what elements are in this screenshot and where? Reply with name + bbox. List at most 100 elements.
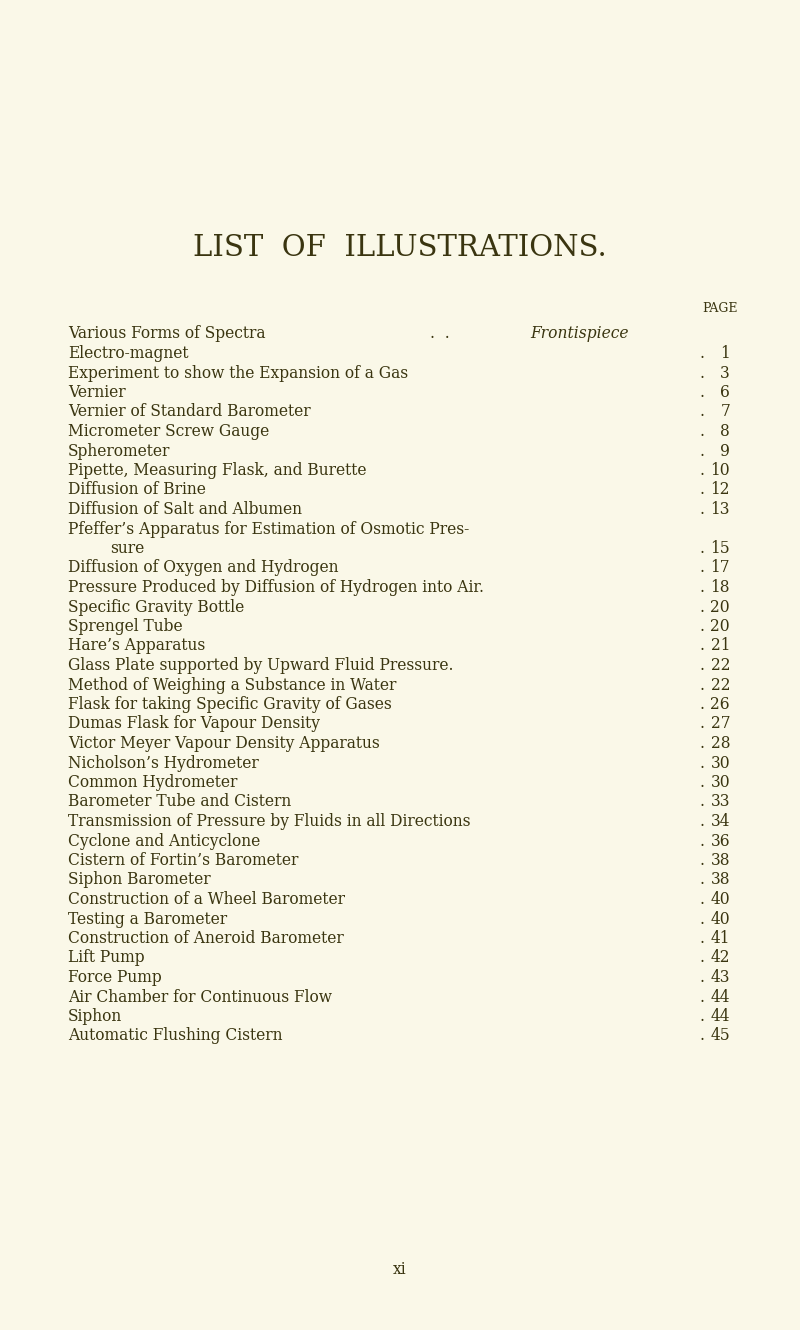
- Text: Glass Plate supported by Upward Fluid Pressure.: Glass Plate supported by Upward Fluid Pr…: [68, 657, 454, 674]
- Text: 1: 1: [720, 344, 730, 362]
- Text: .: .: [700, 930, 710, 947]
- Text: Flask for taking Specific Gravity of Gases: Flask for taking Specific Gravity of Gas…: [68, 696, 392, 713]
- Text: 38: 38: [710, 853, 730, 868]
- Text: 22: 22: [710, 677, 730, 693]
- Text: Frontispiece: Frontispiece: [530, 326, 629, 343]
- Text: .: .: [700, 774, 710, 791]
- Text: .: .: [700, 637, 710, 654]
- Text: 44: 44: [710, 1008, 730, 1025]
- Text: .: .: [700, 891, 710, 908]
- Text: .  .: . .: [430, 326, 450, 343]
- Text: Diffusion of Salt and Albumen: Diffusion of Salt and Albumen: [68, 501, 302, 517]
- Text: Cyclone and Anticyclone: Cyclone and Anticyclone: [68, 833, 260, 850]
- Text: 20: 20: [710, 598, 730, 616]
- Text: .: .: [700, 657, 710, 674]
- Text: 41: 41: [710, 930, 730, 947]
- Text: .: .: [700, 443, 710, 459]
- Text: 43: 43: [710, 970, 730, 986]
- Text: 8: 8: [720, 423, 730, 440]
- Text: .: .: [700, 970, 710, 986]
- Text: Transmission of Pressure by Fluids in all Directions: Transmission of Pressure by Fluids in al…: [68, 813, 470, 830]
- Text: Sprengel Tube: Sprengel Tube: [68, 618, 182, 634]
- Text: .: .: [700, 462, 710, 479]
- Text: Force Pump: Force Pump: [68, 970, 162, 986]
- Text: LIST  OF  ILLUSTRATIONS.: LIST OF ILLUSTRATIONS.: [193, 234, 607, 262]
- Text: 3: 3: [720, 364, 730, 382]
- Text: Dumas Flask for Vapour Density: Dumas Flask for Vapour Density: [68, 716, 320, 733]
- Text: Spherometer: Spherometer: [68, 443, 170, 459]
- Text: 26: 26: [710, 696, 730, 713]
- Text: xi: xi: [393, 1261, 407, 1278]
- Text: 20: 20: [710, 618, 730, 634]
- Text: Electro-magnet: Electro-magnet: [68, 344, 189, 362]
- Text: .: .: [700, 540, 710, 557]
- Text: 12: 12: [710, 481, 730, 499]
- Text: .: .: [700, 988, 710, 1005]
- Text: 9: 9: [720, 443, 730, 459]
- Text: Automatic Flushing Cistern: Automatic Flushing Cistern: [68, 1028, 282, 1044]
- Text: .: .: [700, 813, 710, 830]
- Text: Air Chamber for Continuous Flow: Air Chamber for Continuous Flow: [68, 988, 332, 1005]
- Text: Vernier of Standard Barometer: Vernier of Standard Barometer: [68, 403, 310, 420]
- Text: 22: 22: [710, 657, 730, 674]
- Text: .: .: [700, 950, 710, 967]
- Text: Micrometer Screw Gauge: Micrometer Screw Gauge: [68, 423, 270, 440]
- Text: Siphon Barometer: Siphon Barometer: [68, 871, 210, 888]
- Text: Cistern of Fortin’s Barometer: Cistern of Fortin’s Barometer: [68, 853, 298, 868]
- Text: 34: 34: [710, 813, 730, 830]
- Text: PAGE: PAGE: [702, 302, 738, 314]
- Text: .: .: [700, 598, 710, 616]
- Text: 40: 40: [710, 911, 730, 927]
- Text: .: .: [700, 403, 710, 420]
- Text: 21: 21: [710, 637, 730, 654]
- Text: 18: 18: [710, 579, 730, 596]
- Text: 6: 6: [720, 384, 730, 402]
- Text: .: .: [700, 579, 710, 596]
- Text: .: .: [700, 911, 710, 927]
- Text: Pressure Produced by Diffusion of Hydrogen into Air.: Pressure Produced by Diffusion of Hydrog…: [68, 579, 484, 596]
- Text: Specific Gravity Bottle: Specific Gravity Bottle: [68, 598, 244, 616]
- Text: 17: 17: [710, 560, 730, 576]
- Text: .: .: [700, 481, 710, 499]
- Text: .: .: [700, 677, 710, 693]
- Text: 42: 42: [710, 950, 730, 967]
- Text: 30: 30: [710, 754, 730, 771]
- Text: 44: 44: [710, 988, 730, 1005]
- Text: .: .: [700, 560, 710, 576]
- Text: Common Hydrometer: Common Hydrometer: [68, 774, 238, 791]
- Text: Barometer Tube and Cistern: Barometer Tube and Cistern: [68, 794, 291, 810]
- Text: Vernier: Vernier: [68, 384, 126, 402]
- Text: 30: 30: [710, 774, 730, 791]
- Text: .: .: [700, 423, 710, 440]
- Text: .: .: [700, 364, 710, 382]
- Text: .: .: [700, 501, 710, 517]
- Text: Various Forms of Spectra: Various Forms of Spectra: [68, 326, 266, 343]
- Text: .: .: [700, 344, 710, 362]
- Text: .: .: [700, 618, 710, 634]
- Text: 27: 27: [710, 716, 730, 733]
- Text: .: .: [700, 754, 710, 771]
- Text: Method of Weighing a Substance in Water: Method of Weighing a Substance in Water: [68, 677, 396, 693]
- Text: Siphon: Siphon: [68, 1008, 122, 1025]
- Text: 33: 33: [710, 794, 730, 810]
- Text: Nicholson’s Hydrometer: Nicholson’s Hydrometer: [68, 754, 258, 771]
- Text: .: .: [700, 716, 710, 733]
- Text: Experiment to show the Expansion of a Gas: Experiment to show the Expansion of a Ga…: [68, 364, 408, 382]
- Text: Construction of Aneroid Barometer: Construction of Aneroid Barometer: [68, 930, 344, 947]
- Text: Lift Pump: Lift Pump: [68, 950, 145, 967]
- Text: .: .: [700, 871, 710, 888]
- Text: Diffusion of Oxygen and Hydrogen: Diffusion of Oxygen and Hydrogen: [68, 560, 338, 576]
- Text: 13: 13: [710, 501, 730, 517]
- Text: Pipette, Measuring Flask, and Burette: Pipette, Measuring Flask, and Burette: [68, 462, 366, 479]
- Text: 10: 10: [710, 462, 730, 479]
- Text: Hare’s Apparatus: Hare’s Apparatus: [68, 637, 206, 654]
- Text: 7: 7: [720, 403, 730, 420]
- Text: 36: 36: [710, 833, 730, 850]
- Text: .: .: [700, 1008, 710, 1025]
- Text: .: .: [700, 384, 710, 402]
- Text: .: .: [700, 853, 710, 868]
- Text: 38: 38: [710, 871, 730, 888]
- Text: Construction of a Wheel Barometer: Construction of a Wheel Barometer: [68, 891, 345, 908]
- Text: .: .: [700, 735, 710, 751]
- Text: .: .: [700, 696, 710, 713]
